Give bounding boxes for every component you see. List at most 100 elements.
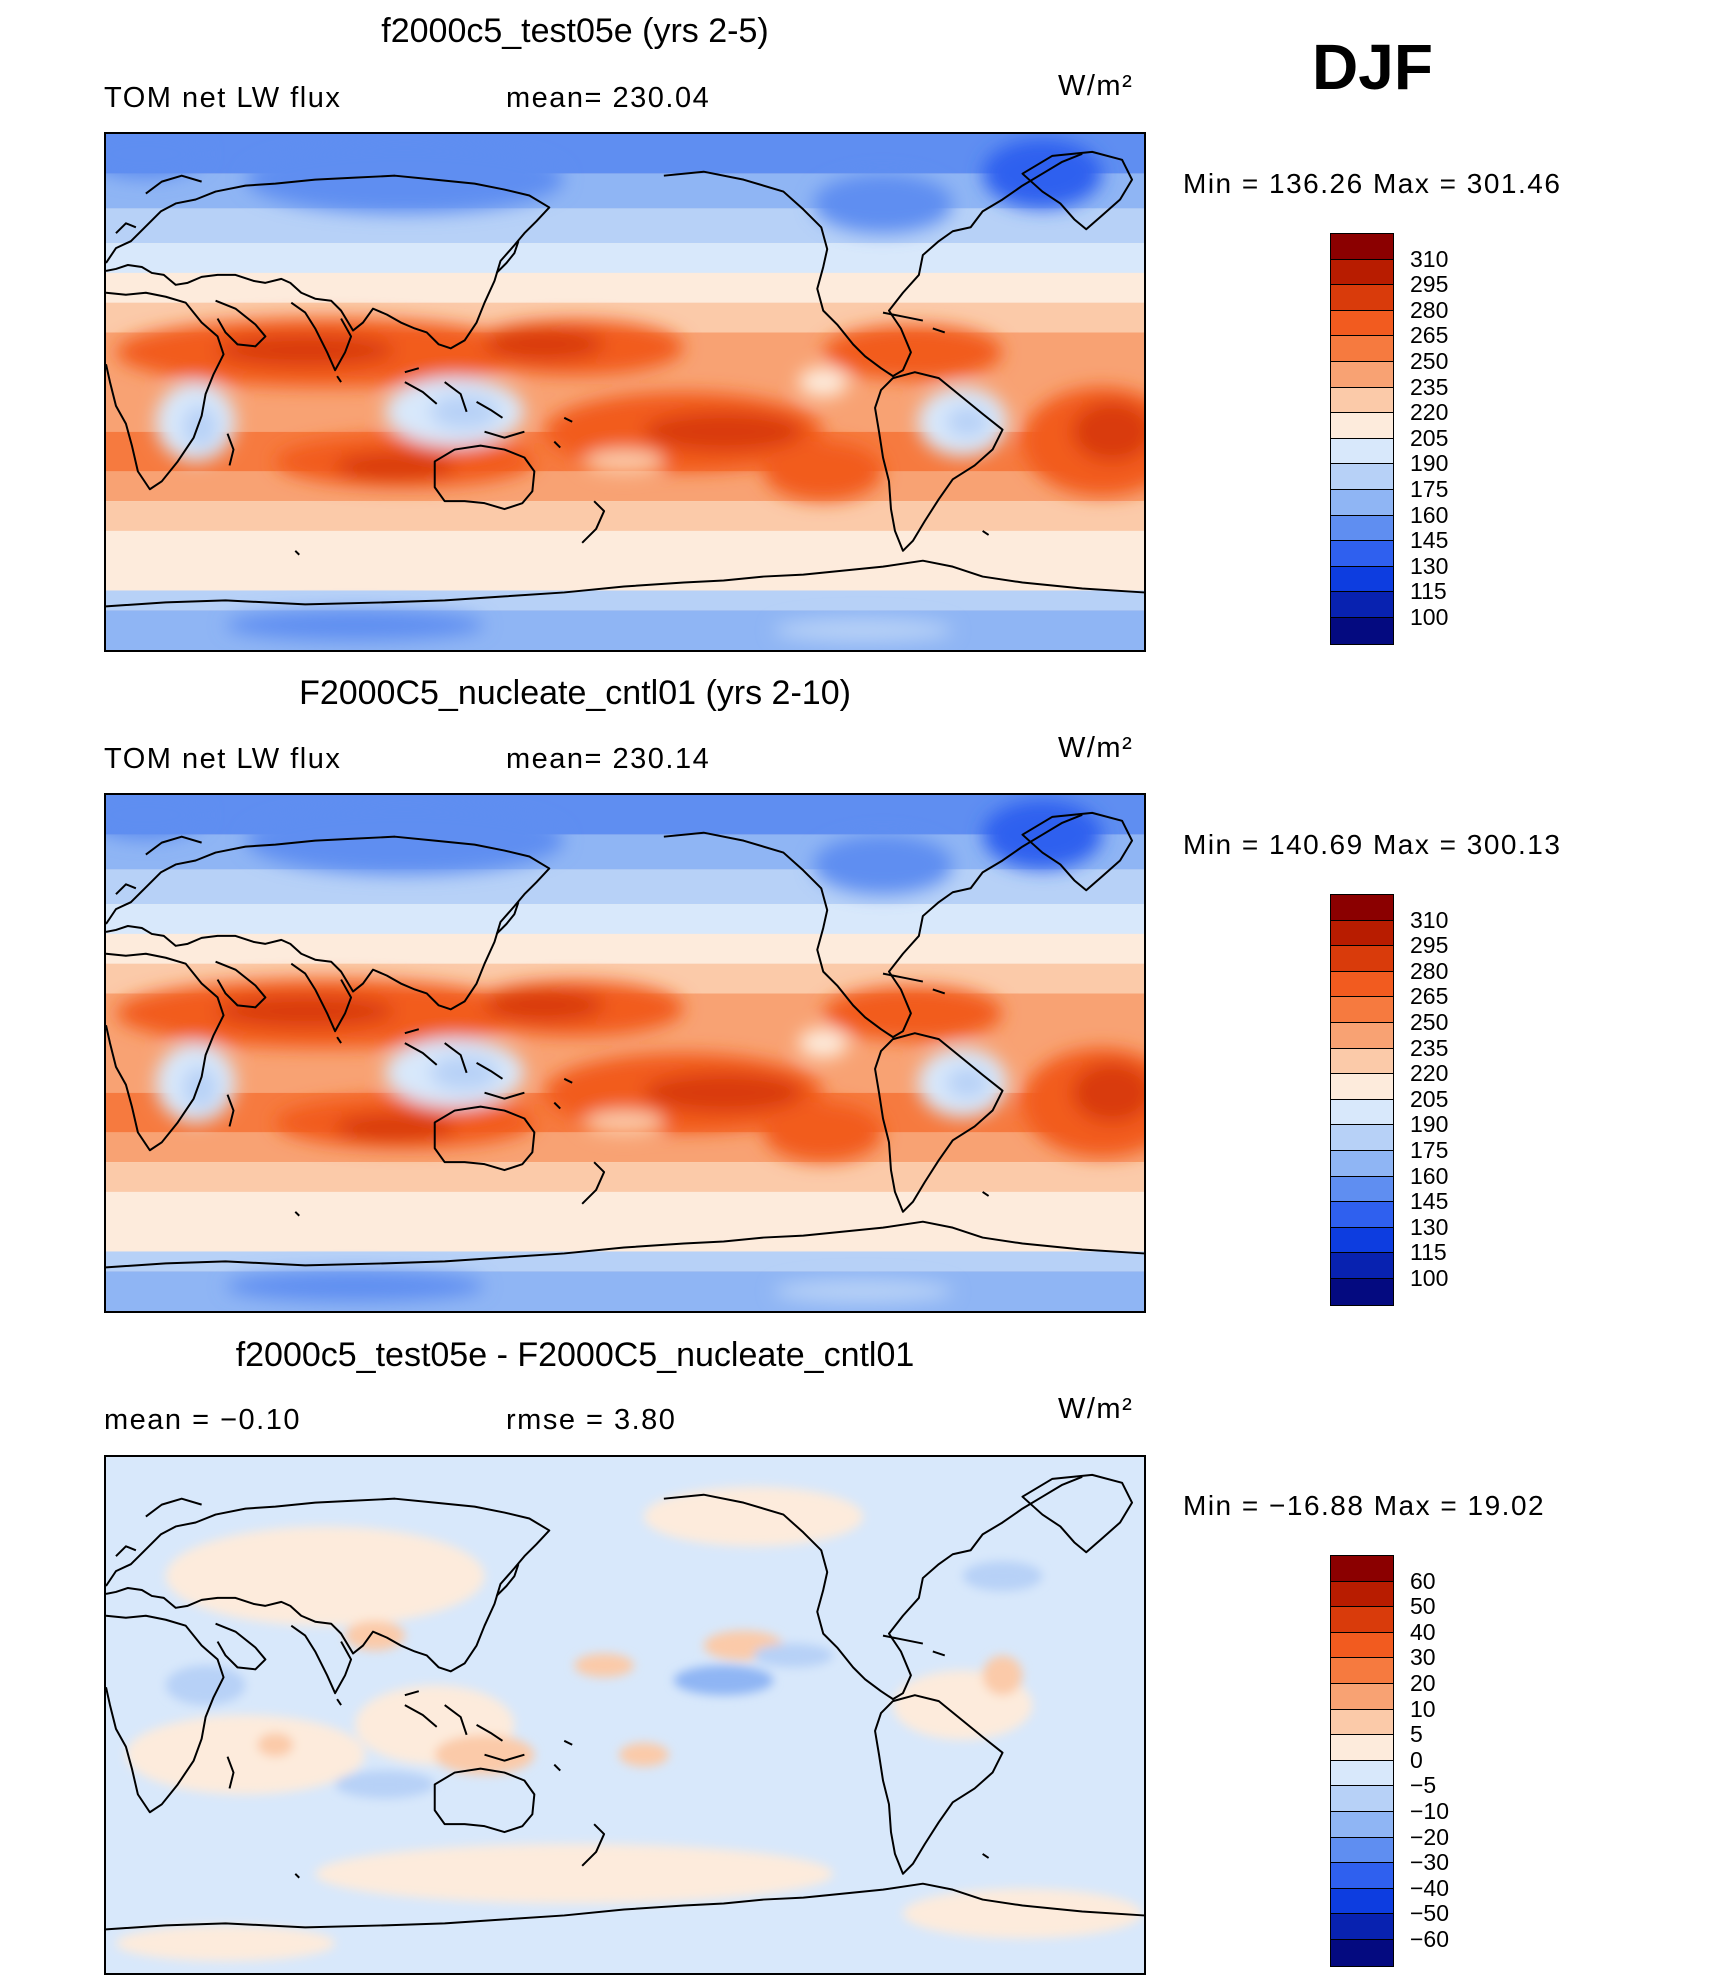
colorbar-tick-label: 280 <box>1410 957 1449 984</box>
colorbar-tick-label: 30 <box>1410 1644 1436 1671</box>
minmax-label: Min = −16.88 Max = 19.02 <box>1183 1490 1546 1521</box>
map-control <box>104 793 1146 1313</box>
colorbar-control: 310 295 280 265 250 235 220 205 190 175 160 145 130 1… <box>1330 894 1448 1306</box>
colorbar-tick-label: 20 <box>1410 1670 1436 1696</box>
colorbar-tick-label: 310 <box>1410 245 1449 272</box>
colorbar-swatch <box>1331 1888 1393 1915</box>
colorbar-tick-label: 130 <box>1410 552 1449 579</box>
colorbar-swatch <box>1331 234 1393 260</box>
colorbar-swatch <box>1331 1022 1393 1049</box>
colorbar-tick-label: 250 <box>1410 1009 1449 1035</box>
colorbar-swatch <box>1331 1581 1393 1608</box>
colorbar-tick-label: 115 <box>1410 578 1447 605</box>
panel-title: f2000c5_test05e - F2000C5_nucleate_cntl0… <box>235 1336 915 1374</box>
colorbar-tick-label: −50 <box>1410 1900 1450 1927</box>
colorbar-tick-label: 50 <box>1410 1593 1436 1620</box>
colorbar-swatch <box>1331 541 1393 567</box>
colorbar-tick-label: −20 <box>1410 1823 1450 1850</box>
colorbar-tick-label: 205 <box>1410 1085 1449 1112</box>
mean-label: mean= 230.04 <box>506 82 711 114</box>
colorbar-test: 310 295 280 265 250 235 220 205 190 175 160 145 130 1… <box>1330 233 1448 645</box>
colorbar-swatch <box>1331 464 1393 490</box>
colorbar-tick-label: −10 <box>1410 1798 1450 1824</box>
colorbar-swatch <box>1331 1074 1393 1100</box>
colorbar-swatch <box>1331 1914 1393 1940</box>
colorbar-swatch <box>1331 1099 1393 1126</box>
units-label: W/m² <box>1058 70 1134 102</box>
colorbar-swatch <box>1331 361 1393 388</box>
colorbar-swatch <box>1331 438 1393 465</box>
colorbar-swatch <box>1331 1939 1393 1966</box>
colorbar-tick-label: 175 <box>1410 476 1449 502</box>
season-label: DJF <box>1312 31 1433 103</box>
colorbar-swatch <box>1331 1176 1393 1203</box>
colorbar-tick-label: −60 <box>1410 1926 1450 1952</box>
colorbar-swatch <box>1331 1811 1393 1838</box>
colorbar-tick-label: 265 <box>1410 983 1449 1010</box>
colorbar-swatch <box>1331 1786 1393 1812</box>
mean-label: mean= 230.14 <box>506 743 711 775</box>
colorbar-swatch <box>1331 592 1393 618</box>
colorbar-tick-label: 130 <box>1410 1213 1449 1240</box>
colorbar-tick-label: 220 <box>1410 399 1449 426</box>
colorbar-tick-label: 235 <box>1410 1034 1449 1061</box>
colorbar-tick-label: 220 <box>1410 1060 1449 1087</box>
colorbar-tick-label: 5 <box>1410 1721 1423 1748</box>
colorbar-swatch <box>1331 1658 1393 1684</box>
colorbar-tick-label: 205 <box>1410 424 1449 451</box>
colorbar-swatch <box>1331 413 1393 439</box>
colorbar-swatch <box>1331 310 1393 337</box>
colorbar-swatch <box>1331 1278 1393 1305</box>
colorbar-tick-label: 175 <box>1410 1137 1449 1163</box>
colorbar-swatch <box>1331 946 1393 972</box>
rmse-label: rmse = 3.80 <box>506 1404 677 1436</box>
colorbar-tick-label: 160 <box>1410 501 1449 528</box>
panel-title: F2000C5_nucleate_cntl01 (yrs 2-10) <box>299 674 851 712</box>
colorbar-tick-label: 235 <box>1410 373 1449 400</box>
colorbar-tick-label: 310 <box>1410 906 1449 933</box>
colorbar-tick-label: 250 <box>1410 348 1449 374</box>
minmax-label: Min = 140.69 Max = 300.13 <box>1183 829 1562 860</box>
colorbar-swatch <box>1331 1863 1393 1889</box>
colorbar-swatch <box>1331 1632 1393 1659</box>
colorbar-tick-label: 40 <box>1410 1618 1436 1645</box>
field-label: TOM net LW flux <box>104 743 342 775</box>
colorbar-tick-label: 115 <box>1410 1239 1447 1266</box>
colorbar-swatch <box>1331 1556 1393 1582</box>
colorbar-swatch <box>1331 1150 1393 1177</box>
colorbar-tick-label: 160 <box>1410 1162 1449 1189</box>
colorbar-swatch <box>1331 1048 1393 1075</box>
colorbar-difference: 60 50 40 30 20 10 5 0 −5 −10 −20 −30 −40 −50 −60 <box>1330 1555 1449 1967</box>
colorbar-tick-label: 295 <box>1410 271 1449 298</box>
colorbar-tick-label: −30 <box>1410 1849 1450 1876</box>
colorbar-swatch <box>1331 617 1393 644</box>
colorbar-swatches <box>1330 1555 1394 1967</box>
colorbar-swatch <box>1331 259 1393 286</box>
units-label: W/m² <box>1058 732 1134 764</box>
colorbar-tick-label: 265 <box>1410 322 1449 349</box>
colorbar-tick-label: 10 <box>1410 1695 1436 1722</box>
minmax-label: Min = 136.26 Max = 301.46 <box>1183 168 1562 199</box>
colorbar-swatch <box>1331 920 1393 947</box>
panel-title: f2000c5_test05e (yrs 2-5) <box>381 12 769 50</box>
colorbar-tick-label: 100 <box>1410 1265 1449 1291</box>
colorbar-swatch <box>1331 515 1393 542</box>
colorbar-swatches <box>1330 233 1394 645</box>
colorbar-swatch <box>1331 1735 1393 1761</box>
colorbar-tick-label: 190 <box>1410 450 1449 477</box>
colorbar-swatch <box>1331 1227 1393 1254</box>
colorbar-swatch <box>1331 336 1393 362</box>
map-test <box>104 132 1146 652</box>
field-label: TOM net LW flux <box>104 82 342 114</box>
colorbar-swatch <box>1331 1607 1393 1633</box>
colorbar-swatch <box>1331 997 1393 1023</box>
colorbar-swatch <box>1331 1760 1393 1787</box>
colorbar-swatch <box>1331 387 1393 414</box>
colorbar-tick-label: 190 <box>1410 1111 1449 1138</box>
colorbar-tick-label: −5 <box>1410 1772 1437 1799</box>
colorbar-swatch <box>1331 1202 1393 1228</box>
colorbar-tick-label: −40 <box>1410 1874 1450 1901</box>
colorbar-swatch <box>1331 285 1393 311</box>
colorbar-swatch <box>1331 1709 1393 1736</box>
colorbar-swatch <box>1331 1837 1393 1864</box>
